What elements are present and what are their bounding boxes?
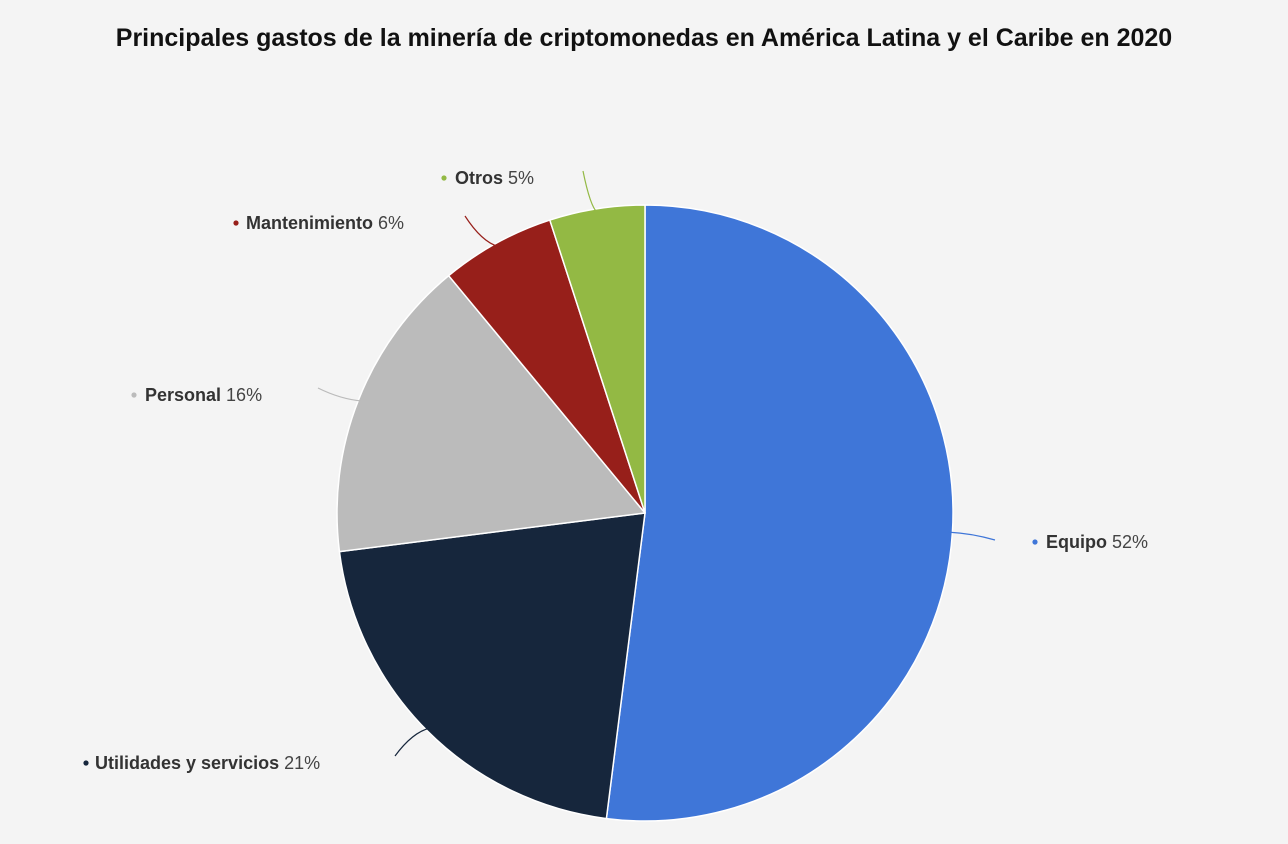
data-label-name: Otros (455, 168, 503, 188)
pie-labels: Equipo 52% Utilidades y servicios 21% Pers… (83, 168, 1148, 773)
data-label-personal: Personal 16% (145, 385, 262, 405)
data-label-utilidades-y-servicios: Utilidades y servicios 21% (95, 753, 320, 773)
legend-dot-otros (441, 175, 447, 181)
data-label-name: Equipo (1046, 532, 1107, 552)
connector-mantenimiento (464, 215, 499, 248)
data-label-name: Utilidades y servicios (95, 753, 279, 773)
connector-utilidades-y-servicios (394, 727, 431, 757)
legend-dot-equipo (1032, 539, 1038, 545)
data-label-mantenimiento: Mantenimiento 6% (246, 213, 404, 233)
legend-dot-utilidades-y-servicios (83, 760, 89, 766)
pie-slice-equipo[interactable] (605, 204, 954, 822)
pie-slice-utilidades-y-servicios[interactable] (338, 512, 646, 820)
data-label-value: 16% (221, 385, 262, 405)
connector-personal (317, 387, 363, 402)
data-label-value: 5% (503, 168, 534, 188)
connector-equipo (948, 531, 996, 541)
pie-slices (336, 204, 954, 822)
data-label-value: 6% (373, 213, 404, 233)
pie-slice-personal[interactable] (336, 274, 646, 553)
pie-slice-otros[interactable] (549, 204, 646, 514)
data-label-otros: Otros 5% (455, 168, 534, 188)
legend-dot-personal (131, 392, 137, 398)
data-label-name: Mantenimiento (246, 213, 373, 233)
legend-dot-mantenimiento (233, 220, 239, 226)
connector-otros (582, 170, 598, 214)
data-label-name: Personal (145, 385, 221, 405)
chart-title: Principales gastos de la minería de crip… (115, 24, 1173, 52)
data-label-value: 21% (279, 753, 320, 773)
data-label-equipo: Equipo 52% (1046, 532, 1148, 552)
data-label-value: 52% (1107, 532, 1148, 552)
